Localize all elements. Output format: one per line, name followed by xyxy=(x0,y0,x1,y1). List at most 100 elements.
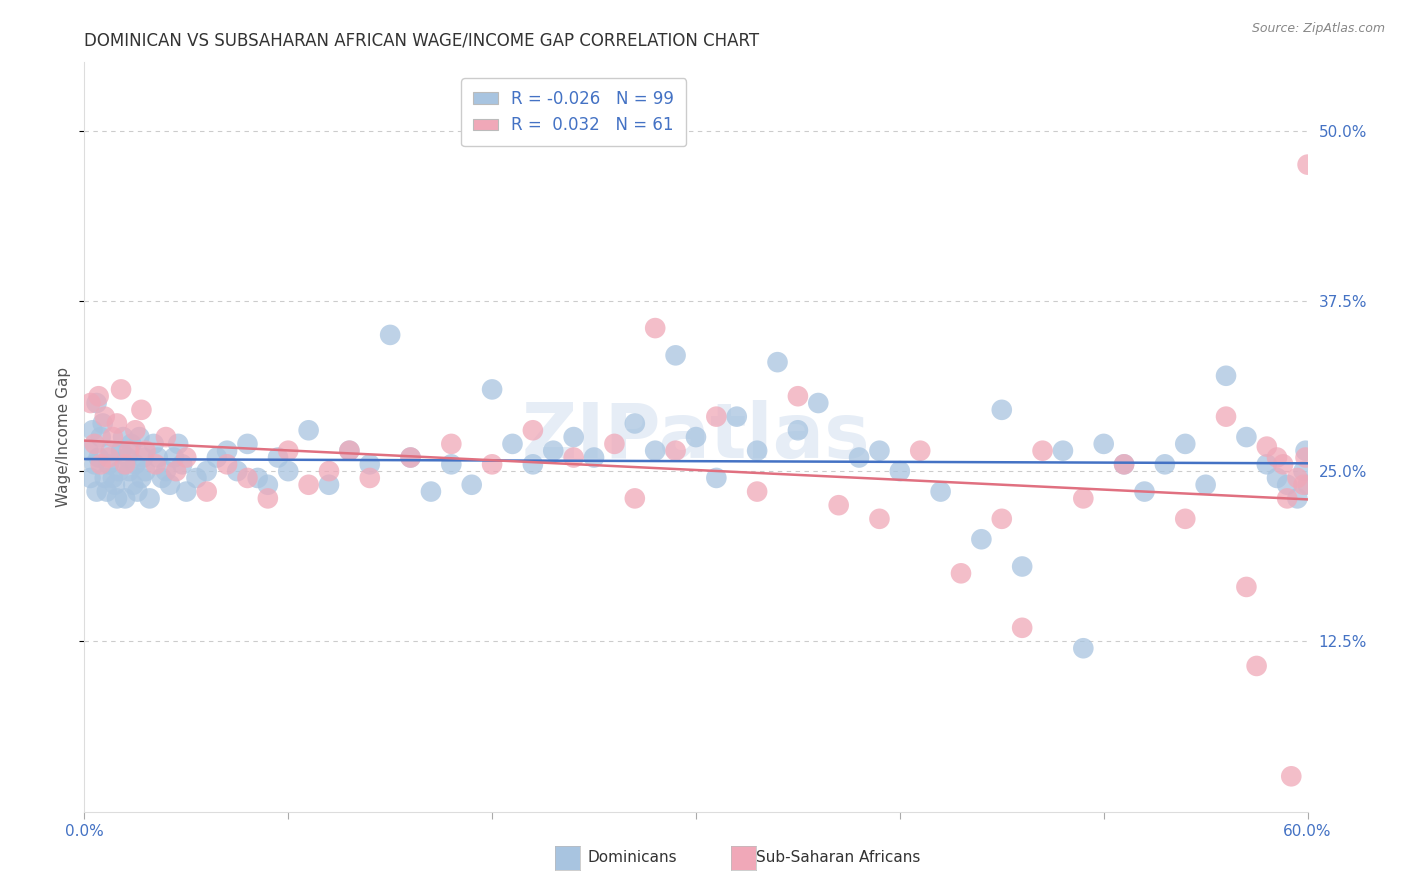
Point xyxy=(970,533,993,547)
Point xyxy=(110,443,132,458)
Point xyxy=(1154,458,1177,472)
Point xyxy=(1296,477,1319,491)
Point xyxy=(1195,477,1218,491)
Text: DOMINICAN VS SUBSAHARAN AFRICAN WAGE/INCOME GAP CORRELATION CHART: DOMINICAN VS SUBSAHARAN AFRICAN WAGE/INC… xyxy=(84,32,759,50)
Point xyxy=(83,458,105,472)
Point xyxy=(135,464,157,478)
Point xyxy=(146,450,169,465)
Point xyxy=(869,512,891,526)
Point xyxy=(167,437,190,451)
Point xyxy=(298,477,321,491)
Point xyxy=(277,443,299,458)
Point xyxy=(1052,443,1074,458)
Point xyxy=(86,396,108,410)
Point xyxy=(991,402,1014,417)
Point xyxy=(543,443,565,458)
Point xyxy=(929,484,952,499)
Point xyxy=(174,450,197,465)
Point xyxy=(97,458,120,472)
Point xyxy=(318,464,340,478)
Point xyxy=(624,491,647,506)
Point xyxy=(644,321,666,335)
Point xyxy=(205,450,228,465)
Point xyxy=(1092,437,1115,451)
Point xyxy=(1265,450,1288,465)
Point xyxy=(226,464,249,478)
Point xyxy=(112,430,135,444)
Text: Dominicans: Dominicans xyxy=(588,850,678,865)
Point xyxy=(118,443,141,458)
Point xyxy=(195,464,218,478)
Point xyxy=(100,443,122,458)
Point xyxy=(1277,491,1299,506)
Point xyxy=(950,566,973,581)
Point xyxy=(1011,559,1033,574)
Point xyxy=(101,471,124,485)
Point xyxy=(101,430,124,444)
Point xyxy=(1277,477,1299,491)
Point xyxy=(522,423,544,437)
Point xyxy=(1174,512,1197,526)
Point xyxy=(706,409,728,424)
Point xyxy=(82,423,104,437)
Text: Sub-Saharan Africans: Sub-Saharan Africans xyxy=(756,850,921,865)
Point xyxy=(440,458,463,472)
Point xyxy=(93,409,115,424)
Point xyxy=(174,484,197,499)
Legend: R = -0.026   N = 99, R =  0.032   N = 61: R = -0.026 N = 99, R = 0.032 N = 61 xyxy=(461,78,686,146)
Point xyxy=(96,484,118,499)
Point xyxy=(86,484,108,499)
Point xyxy=(502,437,524,451)
Point xyxy=(127,484,149,499)
Point xyxy=(1174,437,1197,451)
Point xyxy=(1295,450,1317,465)
Point xyxy=(135,443,157,458)
Point xyxy=(1011,621,1033,635)
Point xyxy=(83,437,105,451)
Point xyxy=(155,430,177,444)
Point xyxy=(706,471,728,485)
Point xyxy=(236,437,259,451)
Point xyxy=(90,430,112,444)
Point xyxy=(1236,580,1258,594)
Point xyxy=(87,450,110,465)
Point xyxy=(131,402,153,417)
Point xyxy=(359,458,381,472)
Point xyxy=(420,484,443,499)
Point xyxy=(1296,158,1319,172)
Point xyxy=(991,512,1014,526)
Point xyxy=(128,430,150,444)
Point xyxy=(172,458,194,472)
Point xyxy=(1292,477,1315,491)
Point xyxy=(665,348,688,362)
Point xyxy=(644,443,666,458)
Point xyxy=(105,417,128,431)
Point xyxy=(277,464,299,478)
Point xyxy=(318,477,340,491)
Point xyxy=(87,389,110,403)
Point xyxy=(848,450,870,465)
Point xyxy=(481,458,503,472)
Point xyxy=(1246,659,1268,673)
Point xyxy=(1114,458,1136,472)
Point xyxy=(124,423,146,437)
Point xyxy=(236,471,259,485)
Point xyxy=(115,450,138,465)
Point xyxy=(163,450,186,465)
Point xyxy=(110,383,132,397)
Point xyxy=(828,498,851,512)
Point xyxy=(114,491,136,506)
Point xyxy=(246,471,269,485)
Point xyxy=(1073,491,1095,506)
Point xyxy=(1256,458,1278,472)
Point xyxy=(217,443,239,458)
Point xyxy=(665,443,688,458)
Point xyxy=(359,471,381,485)
Point xyxy=(766,355,789,369)
Point xyxy=(150,471,173,485)
Point xyxy=(461,477,484,491)
Point xyxy=(339,443,361,458)
Point xyxy=(159,477,181,491)
Text: Source: ZipAtlas.com: Source: ZipAtlas.com xyxy=(1251,22,1385,36)
Point xyxy=(583,450,606,465)
